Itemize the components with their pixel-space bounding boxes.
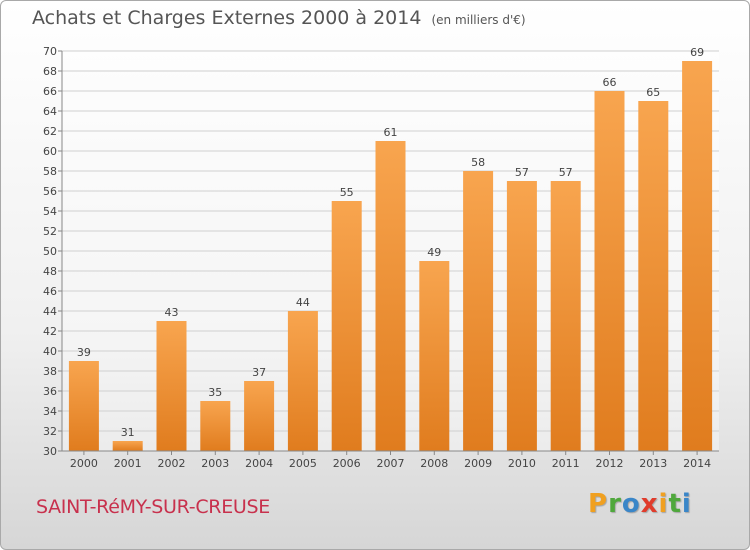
logo-letter: x [640, 489, 659, 519]
chart-unit-note: (en milliers d'€) [431, 13, 526, 27]
bar [200, 401, 231, 451]
bar-value-label: 65 [646, 86, 660, 99]
bar-value-label: 49 [427, 246, 441, 259]
bar-value-label: 69 [690, 46, 704, 59]
x-tick-label: 2006 [333, 457, 361, 470]
bar [156, 321, 187, 451]
bar [682, 61, 713, 451]
bar-value-label: 57 [515, 166, 529, 179]
bar-value-label: 57 [559, 166, 573, 179]
y-tick-label: 58 [43, 165, 57, 178]
chart-title-text: Achats et Charges Externes 2000 à 2014 [32, 7, 422, 29]
y-tick-label: 34 [43, 405, 57, 418]
bar-value-label: 35 [208, 386, 222, 399]
bar [506, 181, 537, 451]
x-tick-label: 2008 [420, 457, 448, 470]
bar [550, 181, 581, 451]
y-tick-label: 32 [43, 425, 57, 438]
bar [331, 201, 362, 451]
bar-value-label: 44 [296, 296, 310, 309]
logo-letter: P [588, 489, 609, 519]
bar-value-label: 31 [121, 426, 135, 439]
logo-letter: o [621, 489, 641, 519]
y-tick-label: 56 [43, 185, 57, 198]
x-tick-label: 2001 [114, 457, 142, 470]
bar [244, 381, 275, 451]
bar-value-label: 55 [340, 186, 354, 199]
bar [112, 441, 143, 451]
x-tick-label: 2007 [377, 457, 405, 470]
bar [68, 361, 99, 451]
logo-letter: i [681, 489, 692, 519]
x-tick-label: 2014 [683, 457, 711, 470]
logo-letter: r [608, 489, 622, 519]
y-tick-label: 30 [43, 445, 57, 458]
x-tick-label: 2003 [201, 457, 229, 470]
x-tick-label: 2000 [70, 457, 98, 470]
y-tick-label: 40 [43, 345, 57, 358]
bar-value-label: 61 [384, 126, 398, 139]
bar [463, 171, 494, 451]
bar [419, 261, 450, 451]
y-tick-label: 44 [43, 305, 57, 318]
bar [375, 141, 406, 451]
y-tick-label: 52 [43, 225, 57, 238]
y-tick-label: 68 [43, 65, 57, 78]
commune-name: SAINT-RéMY-SUR-CREUSE [36, 496, 270, 518]
y-tick-label: 42 [43, 325, 57, 338]
y-tick-label: 46 [43, 285, 57, 298]
x-tick-label: 2012 [596, 457, 624, 470]
y-tick-label: 70 [43, 45, 57, 58]
proxiti-logo[interactable]: Proxiti [588, 489, 692, 519]
logo-letter: t [668, 489, 682, 519]
bar [594, 91, 625, 451]
y-tick-label: 48 [43, 265, 57, 278]
y-tick-label: 62 [43, 125, 57, 138]
bar-value-label: 37 [252, 366, 266, 379]
bars: 39 31 43 35 37 44 55 61 49 58 57 57 66 65 69 [68, 46, 713, 451]
y-tick-label: 36 [43, 385, 57, 398]
x-tick-label: 2009 [464, 457, 492, 470]
x-tick-label: 2002 [158, 457, 186, 470]
y-tick-label: 66 [43, 85, 57, 98]
logo-letter: i [658, 489, 669, 519]
x-tick-label: 2010 [508, 457, 536, 470]
y-tick-label: 60 [43, 145, 57, 158]
x-tick-label: 2011 [552, 457, 580, 470]
chart-title: Achats et Charges Externes 2000 à 2014 (e… [32, 7, 526, 29]
axes: 30 32 34 36 38 40 42 44 46 48 50 52 54 56 58 60 62 64 66 68… [43, 45, 719, 470]
bar [638, 101, 669, 451]
bar-value-label: 58 [471, 156, 485, 169]
x-tick-label: 2013 [639, 457, 667, 470]
y-tick-label: 50 [43, 245, 57, 258]
y-tick-label: 54 [43, 205, 57, 218]
bar-value-label: 43 [165, 306, 179, 319]
bar [287, 311, 318, 451]
x-tick-label: 2005 [289, 457, 317, 470]
y-tick-label: 38 [43, 365, 57, 378]
y-tick-label: 64 [43, 105, 57, 118]
bar-value-label: 66 [603, 76, 617, 89]
bar-value-label: 39 [77, 346, 91, 359]
x-tick-label: 2004 [245, 457, 273, 470]
